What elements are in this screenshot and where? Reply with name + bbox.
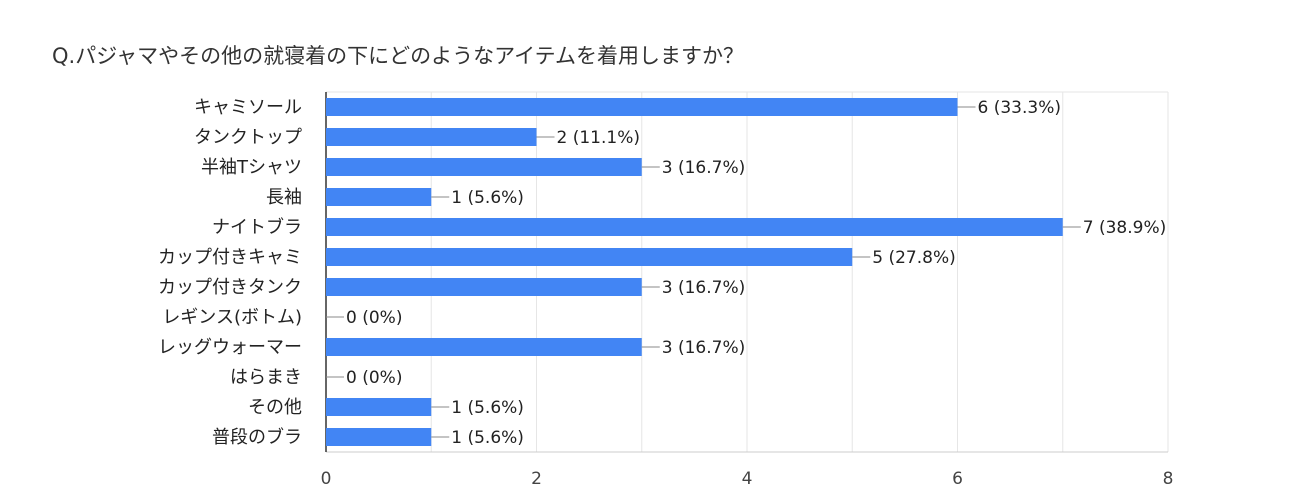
- data-label: 2 (11.1%): [557, 128, 641, 148]
- bar: [326, 428, 432, 446]
- data-label: 5 (27.8%): [872, 248, 956, 268]
- category-label: ナイトブラ: [212, 216, 302, 238]
- category-label: 普段のブラ: [212, 426, 302, 448]
- bar: [326, 218, 1063, 236]
- category-label: カップ付きキャミ: [158, 247, 302, 268]
- category-label: 長袖: [266, 187, 302, 208]
- data-label: 0 (0%): [346, 308, 402, 328]
- data-label: 1 (5.6%): [451, 398, 524, 418]
- chart-title: Q.パジャマやその他の就寝着の下にどのようなアイテムを着用しますか？: [52, 44, 745, 68]
- data-label: 3 (16.7%): [662, 158, 746, 178]
- bar: [326, 98, 958, 116]
- category-label: その他: [248, 397, 302, 418]
- bar: [326, 278, 642, 296]
- data-label: 0 (0%): [346, 368, 402, 388]
- bar: [326, 338, 642, 356]
- category-label: カップ付きタンク: [158, 277, 302, 298]
- bar: [326, 248, 853, 266]
- bar: [326, 398, 432, 416]
- bar: [326, 188, 432, 206]
- x-tick-label: 2: [531, 469, 542, 489]
- category-label: 半袖Tシャツ: [201, 157, 302, 178]
- category-label: タンクトップ: [194, 127, 302, 148]
- category-label: レッグウォーマー: [158, 337, 302, 358]
- data-label: 7 (38.9%): [1083, 218, 1167, 238]
- category-label: レギンス(ボトム): [162, 307, 302, 328]
- x-tick-label: 4: [742, 469, 753, 489]
- data-label: 1 (5.6%): [451, 188, 524, 208]
- data-label: 3 (16.7%): [662, 338, 746, 358]
- category-label: キャミソール: [194, 97, 302, 118]
- x-tick-label: 8: [1163, 469, 1174, 489]
- category-label: はらまき: [230, 367, 302, 388]
- x-tick-label: 6: [952, 469, 963, 489]
- data-label: 1 (5.6%): [451, 428, 524, 448]
- bar: [326, 158, 642, 176]
- bar: [326, 128, 537, 146]
- data-label: 6 (33.3%): [978, 98, 1062, 118]
- data-label: 3 (16.7%): [662, 278, 746, 298]
- x-tick-label: 0: [321, 469, 332, 489]
